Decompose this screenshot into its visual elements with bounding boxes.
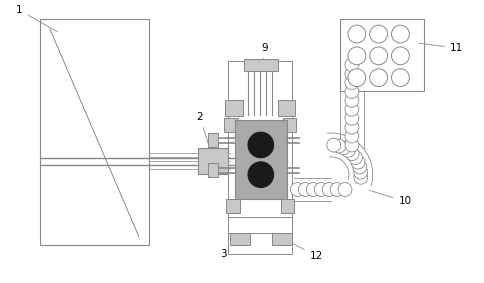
Circle shape	[314, 183, 328, 196]
Circle shape	[348, 25, 366, 43]
Bar	[278, 100, 295, 116]
Circle shape	[345, 102, 359, 116]
Bar	[228, 217, 292, 233]
Text: 11: 11	[419, 43, 463, 53]
Circle shape	[353, 160, 367, 174]
Bar	[340, 19, 424, 91]
Circle shape	[337, 141, 350, 155]
Bar	[230, 233, 250, 245]
Bar	[283, 118, 297, 132]
Text: 9: 9	[262, 43, 269, 70]
Circle shape	[345, 147, 359, 160]
Circle shape	[327, 138, 341, 152]
Circle shape	[348, 47, 366, 65]
Bar	[235, 120, 287, 200]
Bar	[198, 148, 228, 174]
Bar	[228, 61, 292, 254]
Circle shape	[348, 69, 366, 87]
Circle shape	[299, 183, 312, 196]
Circle shape	[345, 76, 359, 89]
Circle shape	[345, 111, 359, 125]
Circle shape	[370, 69, 388, 87]
Circle shape	[330, 183, 344, 196]
Text: 3: 3	[220, 233, 240, 259]
Bar	[224, 118, 238, 132]
Circle shape	[354, 165, 368, 179]
Text: 1: 1	[16, 5, 58, 32]
Circle shape	[345, 120, 359, 134]
Circle shape	[248, 132, 273, 158]
Circle shape	[370, 25, 388, 43]
Circle shape	[345, 85, 359, 98]
Bar	[40, 19, 149, 245]
Bar	[208, 163, 218, 177]
Text: 2: 2	[197, 112, 210, 147]
Circle shape	[345, 67, 359, 81]
Bar	[272, 233, 291, 245]
Circle shape	[392, 25, 409, 43]
Circle shape	[306, 183, 320, 196]
Bar	[225, 100, 243, 116]
Circle shape	[345, 138, 359, 152]
Circle shape	[248, 162, 273, 188]
Circle shape	[322, 183, 336, 196]
Circle shape	[348, 151, 363, 164]
Circle shape	[351, 155, 365, 169]
Circle shape	[345, 58, 359, 72]
Circle shape	[370, 47, 388, 65]
Bar	[244, 59, 278, 71]
Text: 12: 12	[287, 240, 322, 261]
Circle shape	[290, 183, 304, 196]
Bar	[226, 200, 240, 213]
Circle shape	[345, 129, 359, 143]
Circle shape	[392, 47, 409, 65]
Bar	[281, 200, 294, 213]
Circle shape	[354, 170, 368, 184]
Circle shape	[338, 183, 352, 196]
Text: 10: 10	[369, 190, 411, 206]
Circle shape	[332, 139, 346, 153]
Circle shape	[392, 69, 409, 87]
Circle shape	[341, 143, 355, 157]
Circle shape	[345, 93, 359, 107]
Bar	[208, 133, 218, 147]
